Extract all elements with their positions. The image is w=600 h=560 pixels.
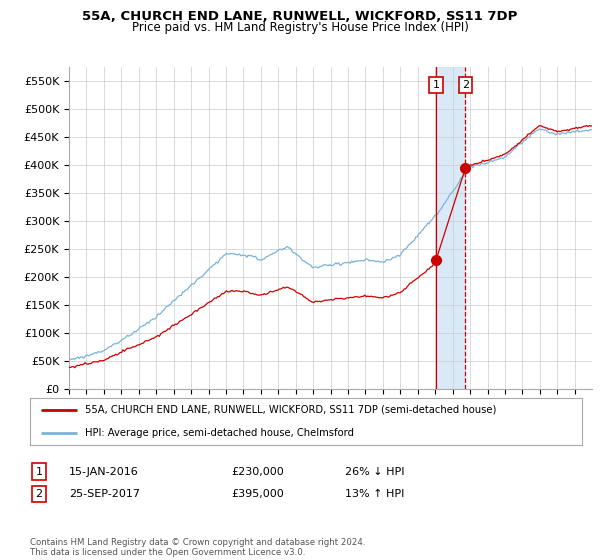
Text: 13% ↑ HPI: 13% ↑ HPI xyxy=(345,489,404,499)
Text: 15-JAN-2016: 15-JAN-2016 xyxy=(69,466,139,477)
Text: 25-SEP-2017: 25-SEP-2017 xyxy=(69,489,140,499)
Text: 1: 1 xyxy=(35,466,43,477)
Text: 55A, CHURCH END LANE, RUNWELL, WICKFORD, SS11 7DP: 55A, CHURCH END LANE, RUNWELL, WICKFORD,… xyxy=(82,10,518,22)
Text: Contains HM Land Registry data © Crown copyright and database right 2024.
This d: Contains HM Land Registry data © Crown c… xyxy=(30,538,365,557)
Text: 2: 2 xyxy=(462,80,469,90)
Text: HPI: Average price, semi-detached house, Chelmsford: HPI: Average price, semi-detached house,… xyxy=(85,428,354,438)
Text: 1: 1 xyxy=(433,80,439,90)
Text: £230,000: £230,000 xyxy=(231,466,284,477)
Bar xyxy=(436,67,466,389)
Text: 55A, CHURCH END LANE, RUNWELL, WICKFORD, SS11 7DP (semi-detached house): 55A, CHURCH END LANE, RUNWELL, WICKFORD,… xyxy=(85,404,497,414)
Text: £395,000: £395,000 xyxy=(231,489,284,499)
Text: 26% ↓ HPI: 26% ↓ HPI xyxy=(345,466,404,477)
Text: Price paid vs. HM Land Registry's House Price Index (HPI): Price paid vs. HM Land Registry's House … xyxy=(131,21,469,34)
Text: 2: 2 xyxy=(35,489,43,499)
